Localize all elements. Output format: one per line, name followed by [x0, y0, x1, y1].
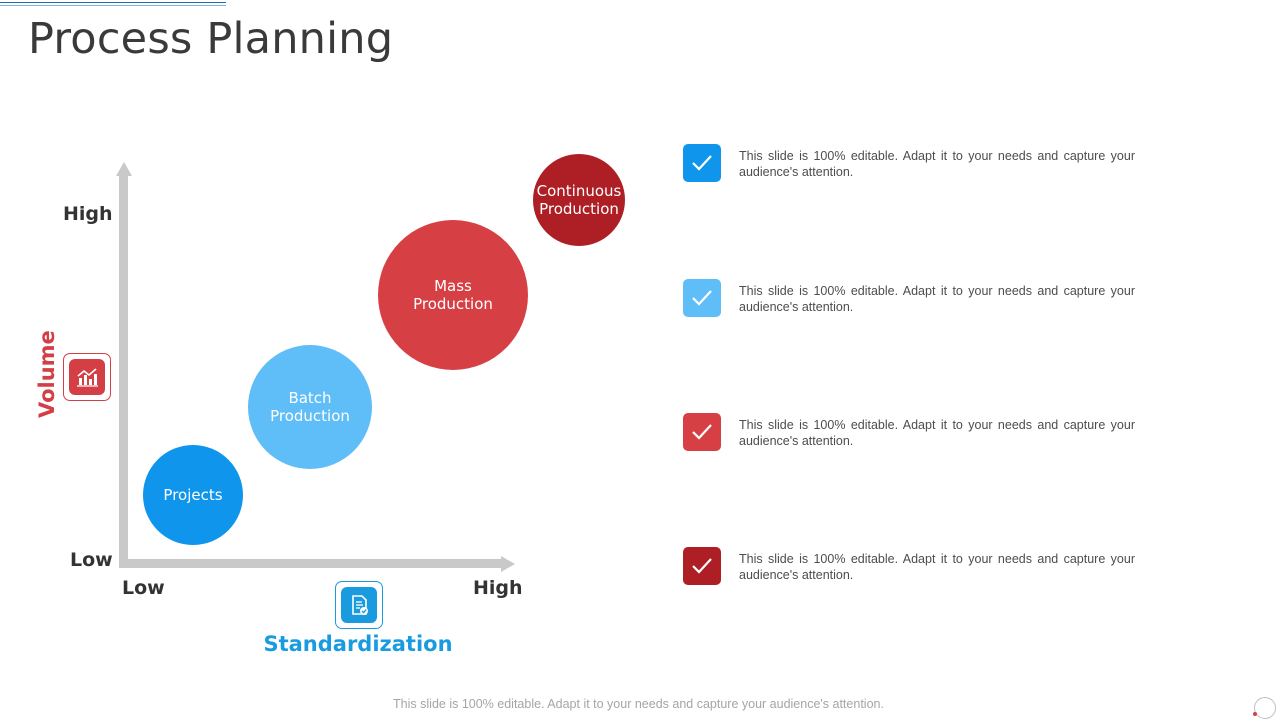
corner-dot-decoration [1253, 712, 1257, 716]
list-item-text: This slide is 100% editable. Adapt it to… [739, 284, 1135, 314]
list-item-text: This slide is 100% editable. Adapt it to… [739, 418, 1135, 448]
y-axis-arrowhead [116, 162, 132, 176]
top-accent-line-secondary [0, 5, 226, 6]
corner-ring-decoration [1254, 697, 1276, 719]
y-axis-title: Volume [35, 330, 59, 418]
y-axis-low-label: Low [70, 549, 113, 571]
checkmark-icon [683, 144, 721, 182]
document-check-icon [341, 587, 377, 623]
bubble-projects: Projects [143, 445, 243, 545]
bubble-continuous-production: Continuous Production [533, 154, 625, 246]
footer-note: This slide is 100% editable. Adapt it to… [393, 697, 884, 711]
y-axis-high-label: High [63, 203, 113, 225]
x-axis-title: Standardization [263, 632, 453, 656]
checkmark-icon [683, 547, 721, 585]
x-axis-arrowhead [501, 556, 515, 572]
top-accent-line [0, 2, 226, 3]
page-title: Process Planning [28, 14, 394, 64]
y-axis [119, 172, 128, 568]
x-axis [119, 559, 503, 568]
bubble-batch-production: Batch Production [248, 345, 372, 469]
volume-icon-frame [63, 353, 111, 401]
bubble-mass-production: Mass Production [378, 220, 528, 370]
standardization-icon-frame [335, 581, 383, 629]
list-item-text: This slide is 100% editable. Adapt it to… [739, 149, 1135, 179]
checkmark-icon [683, 413, 721, 451]
x-axis-high-label: High [473, 577, 523, 599]
list-item-text: This slide is 100% editable. Adapt it to… [739, 552, 1135, 582]
checkmark-icon [683, 279, 721, 317]
x-axis-low-label: Low [122, 577, 165, 599]
bar-chart-icon [69, 359, 105, 395]
